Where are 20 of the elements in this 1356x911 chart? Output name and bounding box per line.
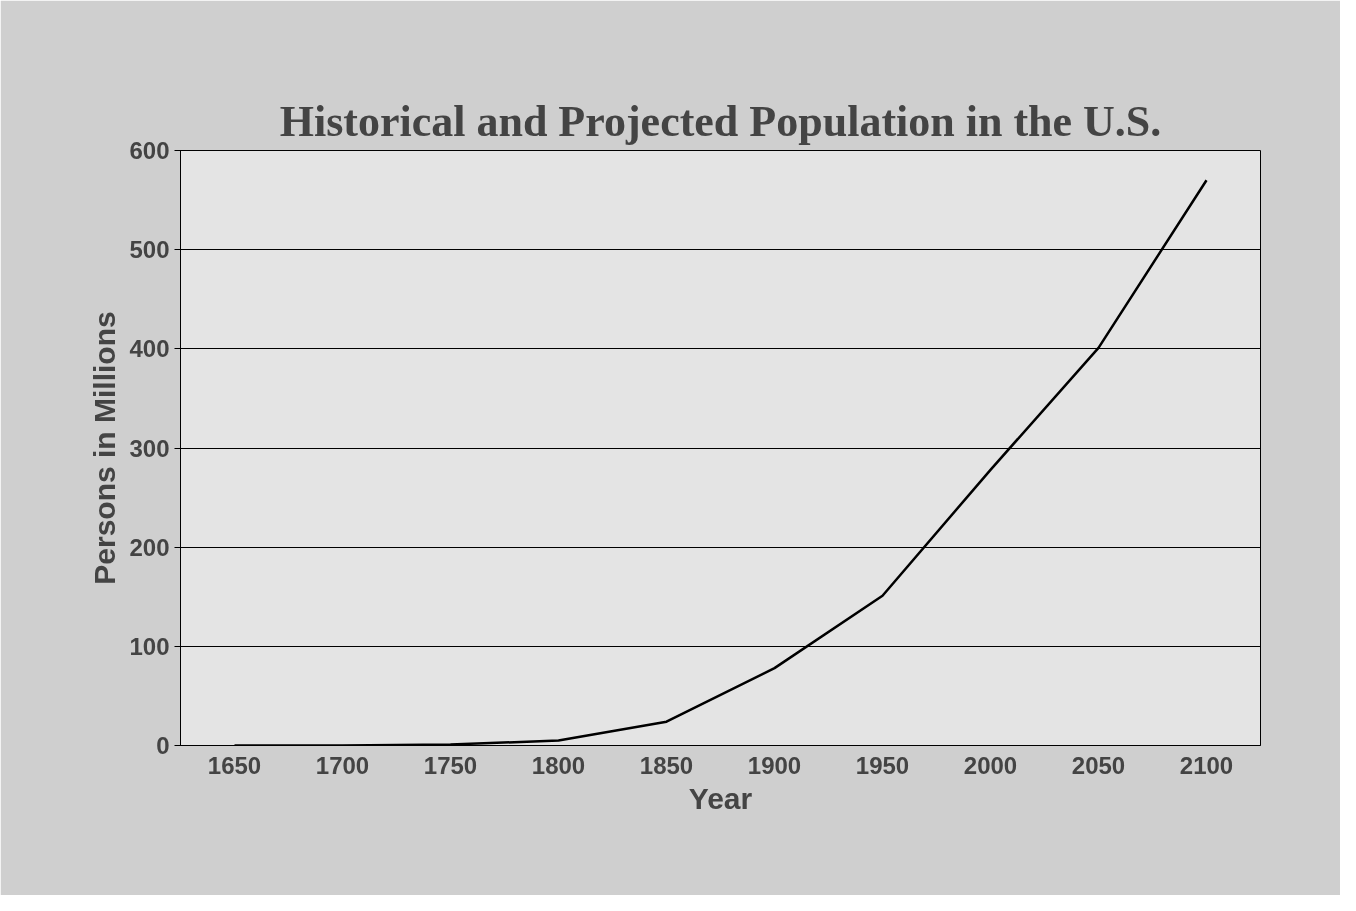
y-tick-label: 0 [156, 732, 170, 759]
chart-title: Historical and Projected Population in the U.S. [279, 96, 1162, 146]
x-tick-label: 1700 [315, 751, 370, 779]
x-tick-label: 2000 [963, 751, 1018, 779]
x-tick-label: 1950 [855, 751, 910, 779]
x-tick-label: 1900 [747, 751, 802, 779]
y-tick-label: 200 [129, 533, 170, 561]
x-tick-label: 1750 [423, 751, 478, 779]
x-tick-label: 1650 [207, 751, 262, 779]
x-tick-label: 2100 [1179, 751, 1234, 779]
y-tick-label: 400 [129, 335, 170, 363]
y-tick-label: 600 [129, 137, 170, 164]
y-tick-label: 100 [129, 632, 170, 660]
x-axis-title: Year [688, 781, 753, 815]
y-tick-label: 300 [129, 434, 170, 462]
x-tick-label: 1800 [531, 751, 586, 779]
y-axis-title: Persons in Millions [88, 311, 122, 585]
x-tick-label: 2050 [1071, 751, 1126, 779]
y-tick-label: 500 [129, 236, 170, 264]
x-tick-label: 1850 [639, 751, 694, 779]
